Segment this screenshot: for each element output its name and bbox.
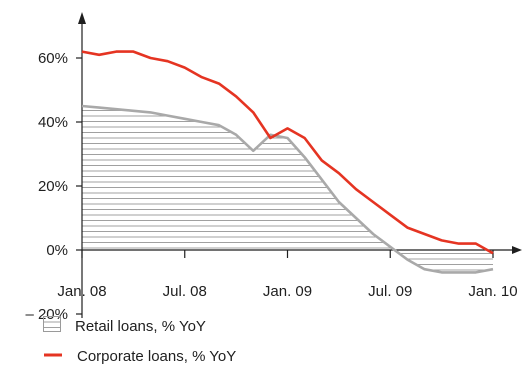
legend-swatch-corporate [43, 346, 63, 366]
y-tick-label: 60% [38, 50, 68, 67]
legend-swatch-retail [43, 316, 61, 336]
retail-loans-area [82, 106, 493, 273]
retail-loans-line [81, 104, 494, 274]
x-tick-label: Jan. 10 [468, 283, 517, 300]
legend-item-corporate: Corporate loans, % YoY [43, 346, 236, 366]
x-tick-label: Jan. 08 [57, 283, 106, 300]
y-tick-label: 40% [38, 114, 68, 131]
legend-label-corporate: Corporate loans, % YoY [77, 347, 237, 365]
x-tick-label: Jul. 08 [163, 283, 207, 300]
x-tick-label: Jan. 09 [263, 283, 312, 300]
x-axis-arrow [512, 246, 522, 254]
legend-label-retail: Retail loans, % YoY [75, 317, 206, 335]
x-tick-label: Jul. 09 [368, 283, 412, 300]
y-axis-arrow [78, 12, 86, 24]
corporate-loans-line [81, 50, 494, 255]
y-tick-label: 0% [46, 242, 68, 259]
y-tick-label: 20% [38, 178, 68, 195]
legend-item-retail: Retail loans, % YoY [43, 316, 206, 336]
